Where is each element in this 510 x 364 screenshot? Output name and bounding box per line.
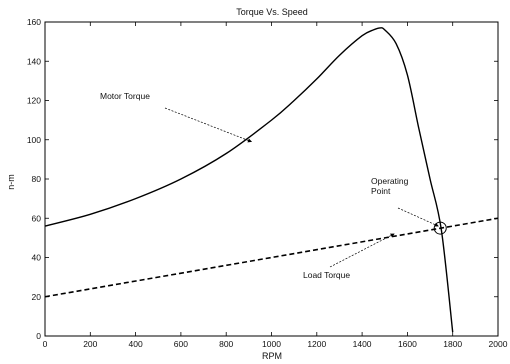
x-tick-label: 200: [83, 339, 97, 349]
y-tick-label: 80: [32, 174, 42, 184]
plot-area: 0 200 400 600 800 1000 1200 1400 1600 1800 2000 0 20…: [27, 17, 508, 349]
series-motor-torque: [44, 27, 454, 333]
x-tick-label: 1600: [398, 339, 417, 349]
y-tick-label: 40: [32, 253, 42, 263]
x-tick-label: 2000: [489, 339, 508, 349]
annotation-load-torque: Load Torque: [303, 270, 350, 280]
series-load-torque: [44, 217, 499, 298]
x-axis-title: RPM: [262, 351, 282, 361]
annotation-motor-torque: Motor Torque: [100, 91, 150, 101]
y-tick-label: 60: [32, 213, 42, 223]
annotation-arrow-operating-point: [397, 207, 439, 227]
operating-point-marker: [433, 221, 447, 235]
annotation-line: Operating: [371, 176, 409, 186]
x-tick-label: 1000: [262, 339, 281, 349]
y-tick-label: 20: [32, 292, 42, 302]
y-tick-label: 100: [27, 135, 41, 145]
annotation-line: Point: [371, 186, 391, 196]
annotation-line: Load Torque: [303, 270, 350, 280]
y-tick-label: 160: [27, 17, 41, 27]
annotation-line: Motor Torque: [100, 91, 150, 101]
x-tick-label: 1800: [443, 339, 462, 349]
y-tick-label: 0: [36, 331, 41, 341]
x-tick-label: 400: [129, 339, 143, 349]
chart-title: Torque Vs. Speed: [236, 7, 308, 17]
x-tick-label: 0: [43, 339, 48, 349]
y-axis-title: n-m: [6, 174, 16, 190]
annotation-arrow-load-torque: [329, 233, 395, 268]
annotation-arrow-motor-torque: [164, 107, 253, 143]
x-tick-label: 1200: [307, 339, 326, 349]
x-tick-label: 1400: [353, 339, 372, 349]
x-tick-label: 600: [174, 339, 188, 349]
y-tick-label: 120: [27, 96, 41, 106]
x-tick-label: 800: [219, 339, 233, 349]
y-tick-label: 140: [27, 56, 41, 66]
annotation-operating-point: Operating Point: [371, 176, 409, 196]
